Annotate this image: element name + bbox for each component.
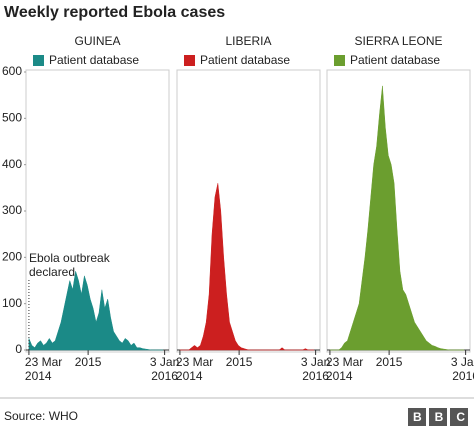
panel-title: SIERRA LEONE [354, 34, 442, 48]
y-tick-label: 400 [2, 157, 22, 171]
panel-frame [25, 69, 170, 353]
y-tick-label: 100 [2, 296, 22, 310]
legend-swatch [334, 55, 345, 66]
area [329, 85, 465, 351]
legend-label: Patient database [49, 53, 139, 67]
panel-frame [176, 69, 321, 353]
y-tick-label: 500 [2, 111, 22, 125]
x-tick-label: 23 Mar 2014 [175, 355, 214, 383]
y-tick-label: 300 [2, 203, 22, 217]
x-tick-label: 3 Jan 2016 [300, 355, 331, 383]
legend-label: Patient database [200, 53, 290, 67]
x-tick-label: 2015 [375, 355, 403, 369]
x-tick-label: 3 Jan 2016 [450, 355, 474, 383]
area [179, 183, 315, 351]
x-tick-label: 2015 [74, 355, 102, 369]
panel-title: GUINEA [74, 34, 120, 48]
source: Source: WHO [4, 409, 79, 423]
x-tick-label: 23 Mar 2014 [24, 355, 63, 383]
legend-swatch [33, 55, 44, 66]
y-tick-label: 600 [2, 64, 22, 78]
title: Weekly reported Ebola cases [4, 4, 226, 21]
x-tick-label: 3 Jan 2016 [149, 355, 180, 383]
legend-label: Patient database [350, 53, 440, 67]
x-tick-label: 2015 [225, 355, 253, 369]
x-tick-label: 23 Mar 2014 [325, 355, 364, 383]
y-tick-label: 200 [2, 250, 22, 264]
area [28, 271, 164, 351]
annotation: Ebola outbreak declared [29, 251, 110, 279]
panel-frame [326, 69, 471, 353]
y-tick-label: 0 [15, 342, 22, 356]
logo: BBC [408, 408, 468, 426]
panel-title: LIBERIA [225, 34, 271, 48]
legend-swatch [184, 55, 195, 66]
